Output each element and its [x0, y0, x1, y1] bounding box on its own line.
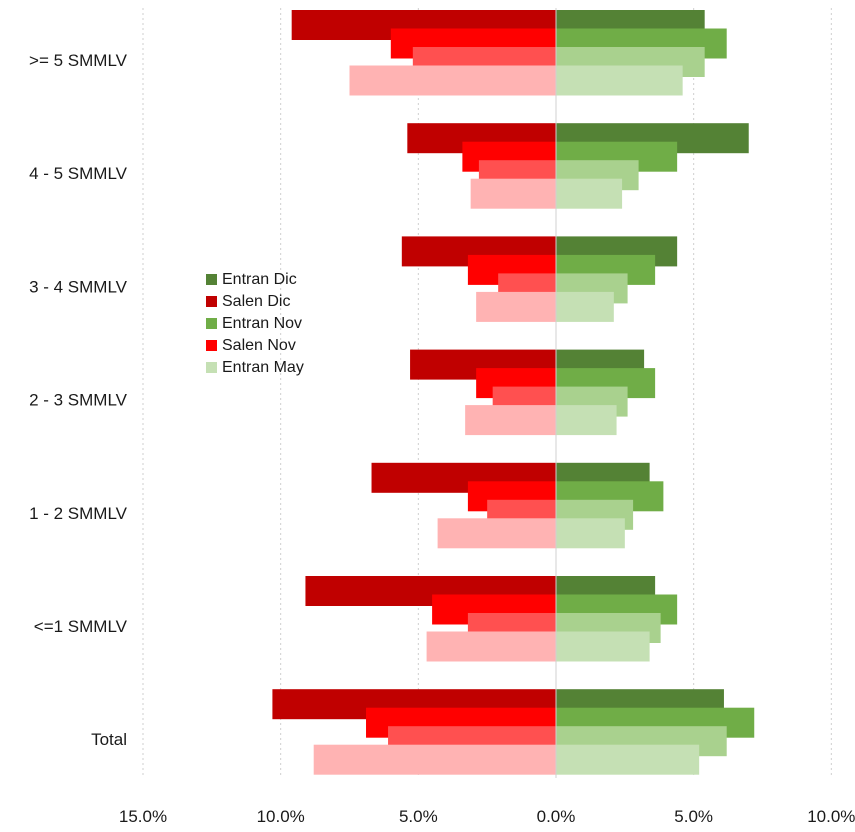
- legend-label-entran-nov: Entran Nov: [222, 315, 302, 332]
- bar-salen-may-5: [426, 631, 556, 662]
- bar-salen-may-0: [349, 65, 556, 96]
- grid-lines: [142, 8, 832, 778]
- category-label-6: Total: [91, 730, 127, 749]
- x-tick-labels: 15.0% 10.0% 5.0% 0.0% 5.0% 10.0%: [119, 807, 855, 826]
- legend-swatch-salen-dic: [206, 296, 217, 307]
- legend-label-entran-dic: Entran Dic: [222, 271, 297, 288]
- bar-entran-may-5: [556, 631, 650, 662]
- x-tick-label-1: 10.0%: [257, 807, 305, 826]
- bar-entran-may-2: [556, 291, 614, 322]
- legend: Entran Dic Salen Dic Entran Nov Salen Nov En…: [206, 271, 304, 376]
- legend-label-salen-dic: Salen Dic: [222, 293, 290, 310]
- x-tick-label-3: 0.0%: [537, 807, 576, 826]
- category-label-1: 4 - 5 SMMLV: [29, 164, 128, 183]
- bar-salen-may-1: [470, 178, 556, 209]
- legend-swatch-entran-may: [206, 362, 217, 373]
- category-labels: >= 5 SMMLV 4 - 5 SMMLV 3 - 4 SMMLV 2 - 3 SM…: [29, 51, 128, 749]
- legend-swatch-entran-dic: [206, 274, 217, 285]
- bar-entran-may-4: [556, 518, 625, 549]
- legend-swatch-salen-nov: [206, 340, 217, 351]
- bar-salen-may-2: [476, 291, 556, 322]
- legend-label-salen-nov: Salen Nov: [222, 337, 296, 354]
- legend-label-entran-may: Entran May: [222, 359, 304, 376]
- bar-salen-may-4: [437, 518, 556, 549]
- category-label-4: 1 - 2 SMMLV: [29, 504, 128, 523]
- bar-entran-may-1: [556, 178, 623, 209]
- x-tick-label-4: 5.0%: [674, 807, 713, 826]
- bar-salen-may-3: [465, 405, 556, 436]
- bar-salen-may-6: [313, 744, 556, 775]
- category-label-3: 2 - 3 SMMLV: [29, 391, 128, 410]
- bar-entran-may-0: [556, 65, 683, 96]
- x-tick-label-2: 5.0%: [399, 807, 438, 826]
- x-tick-label-5: 10.0%: [807, 807, 855, 826]
- category-label-5: <=1 SMMLV: [34, 617, 128, 636]
- legend-swatch-entran-nov: [206, 318, 217, 329]
- category-label-2: 3 - 4 SMMLV: [29, 277, 128, 296]
- bar-entran-may-3: [556, 405, 617, 436]
- category-label-0: >= 5 SMMLV: [29, 51, 128, 70]
- bars: [272, 10, 755, 775]
- x-tick-label-0: 15.0%: [119, 807, 167, 826]
- bar-entran-may-6: [556, 744, 700, 775]
